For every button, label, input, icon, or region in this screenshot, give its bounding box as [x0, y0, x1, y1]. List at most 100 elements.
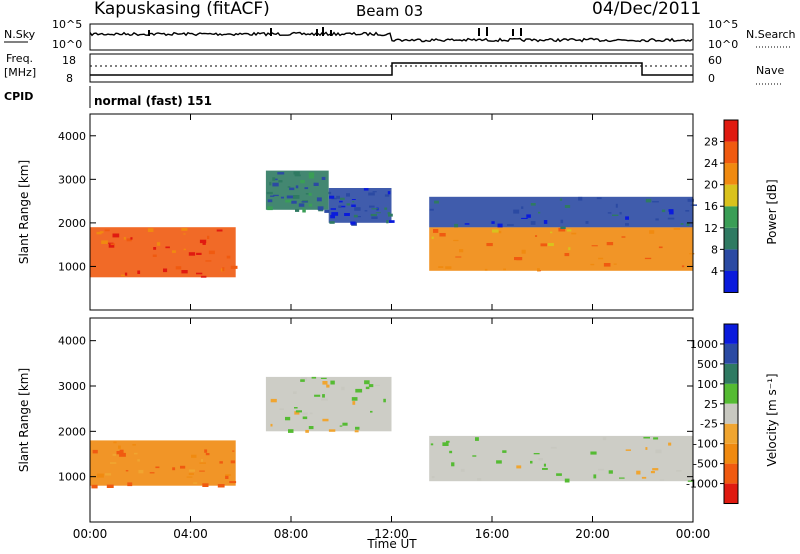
colorbar-tick-label: 28 — [704, 136, 718, 149]
nsky-panel — [89, 23, 694, 51]
echo-speckle — [667, 217, 675, 220]
echo-speckle — [619, 212, 622, 215]
echo-speckle — [351, 204, 356, 207]
y-tick-label: 4000 — [58, 130, 86, 143]
echo-speckle — [313, 182, 319, 186]
echo-speckle — [568, 247, 571, 251]
power-axes: 1000 2000 3000 4000 — [58, 114, 694, 310]
echo-speckle — [371, 216, 378, 219]
echo-speckle — [127, 482, 133, 487]
echo-speckle — [318, 209, 324, 212]
echo-speckle — [225, 475, 229, 479]
echo-speckle — [110, 462, 117, 464]
colorbar-tick-label: 4 — [711, 265, 718, 278]
nsky-spike — [520, 28, 522, 36]
echo-speckle — [355, 426, 360, 430]
echo-speckle — [330, 208, 336, 210]
echo-speckle — [165, 246, 170, 249]
echo-speckle — [230, 460, 236, 464]
echo-speckle — [324, 209, 330, 213]
echo-speckle — [438, 266, 444, 268]
echo-speckle — [472, 455, 477, 457]
echo-speckle — [172, 250, 176, 253]
echo-speckle — [502, 450, 507, 453]
echo-speckle — [308, 172, 315, 177]
echo-speckle — [280, 196, 284, 199]
echo-speckle — [386, 220, 389, 224]
echo-speckle — [175, 266, 182, 270]
echo-speckle — [112, 453, 117, 456]
velocity-colorbar-label: Velocity [m s⁻¹] — [765, 373, 779, 466]
echo-speckle — [222, 267, 225, 272]
echo-speckle — [516, 465, 522, 469]
echo-speckle — [285, 199, 292, 203]
echo-speckle — [346, 193, 350, 197]
echo-speckle — [181, 270, 188, 274]
echo-speckle — [286, 195, 294, 199]
echo-speckle — [273, 178, 278, 181]
echo-speckle — [188, 473, 194, 475]
nave-label: Nave — [756, 64, 784, 77]
colorbar-swatch — [724, 120, 738, 142]
echo-speckle — [564, 205, 571, 208]
echo-speckle — [344, 213, 350, 216]
echo-speckle — [559, 198, 563, 201]
echo-speckle — [278, 180, 283, 183]
colorbar-swatch — [724, 483, 738, 504]
echo-speckle — [387, 191, 391, 195]
colorbar-tick-label: 24 — [704, 157, 718, 170]
echo-speckle — [204, 449, 208, 453]
echo-speckle — [530, 460, 533, 464]
freq-line — [90, 62, 693, 76]
echo-speckle — [535, 235, 538, 237]
echo-speckle — [338, 205, 342, 208]
echo-speckle — [153, 247, 157, 250]
echo-speckle — [202, 242, 206, 245]
echo-speckle — [147, 228, 154, 232]
echo-speckle — [673, 228, 681, 230]
echo-speckle — [650, 471, 655, 474]
echo-speckle — [368, 192, 375, 196]
echo-speckle — [652, 468, 659, 471]
echo-speckle — [625, 223, 629, 226]
echo-speckle — [433, 229, 439, 233]
echo-speckle — [598, 468, 605, 471]
echo-speckle — [449, 450, 453, 454]
echo-speckle — [328, 429, 336, 432]
echo-speckle — [295, 209, 300, 212]
echo-speckle — [105, 473, 112, 476]
echo-speckle — [125, 470, 129, 472]
y-tick-label: 1000 — [58, 260, 86, 273]
echo-speckle — [230, 265, 238, 269]
echo-speckle — [659, 479, 665, 481]
echo-speckle — [375, 384, 380, 386]
echo-speckle — [445, 266, 452, 269]
echo-speckle — [120, 274, 127, 277]
echo-speckle — [295, 185, 299, 189]
echo-speckle — [453, 239, 459, 242]
echo-speckle — [364, 380, 370, 385]
echo-speckle — [521, 217, 528, 219]
echo-speckle — [451, 462, 455, 467]
nsky-trace — [89, 27, 693, 43]
echo-speckle — [330, 214, 335, 219]
velocity-axes: 1000 2000 3000 4000 — [58, 318, 694, 522]
echo-speckle — [96, 231, 102, 235]
colorbar-swatch — [724, 141, 738, 164]
station-title: Kapuskasing (fitACF) — [94, 0, 270, 19]
echo-speckle — [196, 252, 202, 255]
nsky-spike — [148, 30, 150, 36]
echo-speckle — [226, 255, 231, 259]
echo-speckle — [202, 483, 209, 487]
echo-speckle — [591, 245, 598, 247]
echo-speckle — [309, 412, 313, 415]
echo-speckle — [308, 426, 314, 430]
echo-speckle — [658, 246, 663, 249]
echo-speckle — [492, 229, 499, 233]
echo-speckle — [564, 253, 570, 257]
colorbar-swatch — [724, 343, 738, 364]
echo-speckle — [621, 236, 626, 238]
echo-speckle — [339, 425, 343, 427]
echo-speckle — [537, 268, 540, 272]
